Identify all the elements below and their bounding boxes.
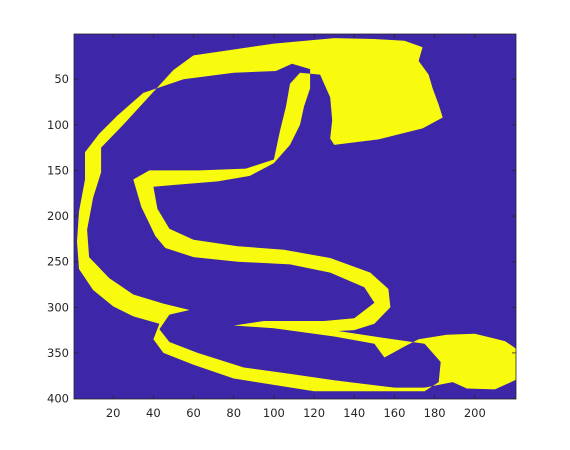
x-tick-label: 160: [383, 406, 405, 420]
heatmap-mask-region: [77, 38, 516, 392]
y-tick-label: 350: [47, 346, 69, 360]
x-tick-label: 20: [106, 406, 121, 420]
x-axis: 20 40 60 80 100 120 140 160 180 200: [106, 34, 486, 420]
x-tick-label: 60: [186, 406, 201, 420]
x-tick-label: 80: [226, 406, 241, 420]
x-tick-label: 120: [303, 406, 325, 420]
y-tick-label: 400: [47, 392, 69, 406]
plot-area: [74, 34, 516, 399]
y-tick-label: 150: [47, 163, 69, 177]
y-tick-label: 200: [47, 209, 69, 223]
axes-box: [73, 33, 517, 400]
y-axis: 50 100 150 200 250 300 350 400: [47, 72, 516, 406]
x-tick-label: 40: [146, 406, 161, 420]
x-tick-label: 100: [263, 406, 285, 420]
y-tick-label: 250: [47, 255, 69, 269]
y-tick-label: 100: [47, 118, 69, 132]
y-tick-label: 300: [47, 300, 69, 314]
x-tick-label: 200: [464, 406, 486, 420]
x-tick-label: 140: [343, 406, 365, 420]
y-tick-label: 50: [54, 72, 69, 86]
x-tick-label: 180: [424, 406, 446, 420]
